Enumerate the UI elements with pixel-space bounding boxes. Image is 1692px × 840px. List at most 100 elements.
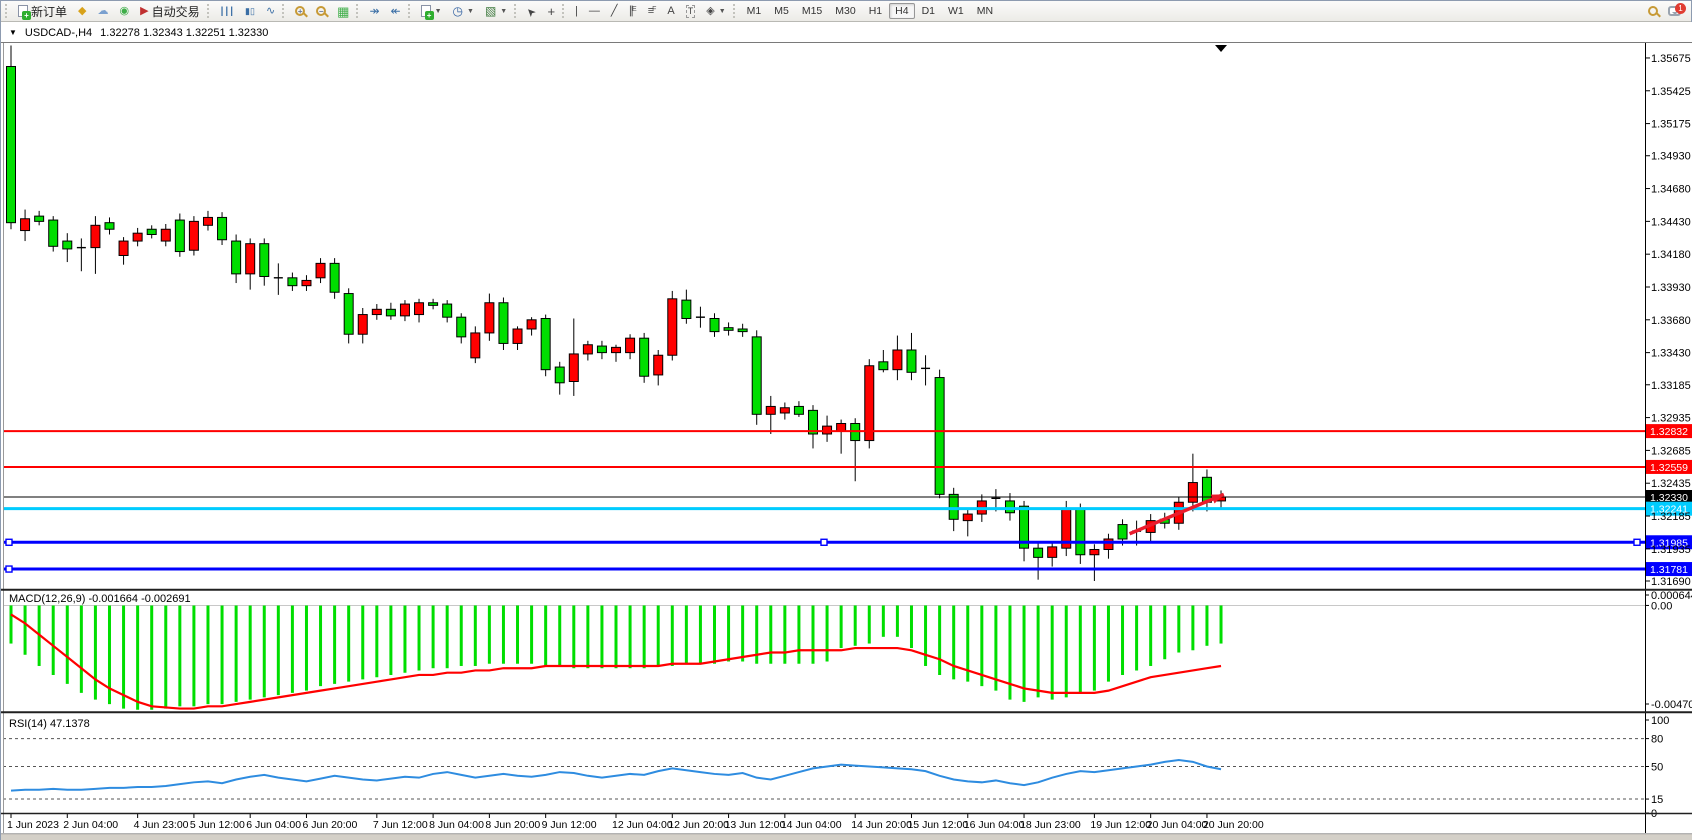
candle-body [329,262,340,293]
time-tick-label: 19 Jun 12:00 [1090,819,1151,831]
candle-body [498,302,509,344]
candlestick-chart-button[interactable]: ▮▯ [240,2,260,20]
timeframe-d1-button[interactable]: D1 [921,5,936,17]
price-tick-label: 1.35425 [1651,86,1691,98]
red-play-icon: ▶ [140,4,149,17]
horizontal-line-button[interactable]: — [584,2,605,20]
time-tick-label: 8 Jun 20:00 [485,819,540,831]
time-tick-label: 14 Jun 20:00 [851,819,912,831]
shift-marker-layer [1215,45,1228,52]
auto-scroll-button[interactable]: ↠ [364,2,384,20]
chart-shift-marker[interactable] [1215,45,1228,52]
line-handle[interactable] [5,538,13,546]
zoom-out-button[interactable]: − [311,2,331,20]
tile-windows-button[interactable]: ▦ [332,2,354,20]
fibo-icon: ≡ F [647,4,657,17]
candle-body [962,513,973,522]
navigator-button[interactable]: ◉ [114,2,134,20]
price-tick-label: 1.33930 [1651,282,1691,294]
candle-body [343,293,354,335]
time-tick-label: 9 Jun 12:00 [542,819,597,831]
autoscroll-icon: ↠ [369,3,380,18]
candle-body [934,377,945,495]
channel-icon: ∥ E [628,4,637,17]
text-label-button[interactable]: T [681,2,701,20]
chart-collapse-icon[interactable]: ▼ [9,28,17,37]
arrows-dropdown[interactable]: ◈ ▼ [701,2,730,20]
macd-axis-label: 0.000644 [1651,590,1692,602]
bar-chart-button[interactable]: ┃┃┃ [215,2,239,20]
candle-body [765,405,776,415]
price-tick-label: 1.32935 [1651,413,1691,425]
periods-dropdown[interactable]: ◷ ▼ [448,2,479,20]
timeframe-m1-button[interactable]: M1 [746,5,762,17]
candle-body [118,240,129,256]
timeframe-m15-button[interactable]: M15 [801,5,823,17]
zoom-in-button[interactable]: + [290,2,310,20]
candle-body [639,337,650,377]
chevron-down-icon: ▼ [467,7,474,15]
trendline-button[interactable]: ╱ [606,2,623,20]
chevron-down-icon: ▼ [718,7,726,15]
templates-dropdown[interactable]: ▧ ▼ [480,2,512,20]
candle-body [625,337,636,354]
macd-axis-label: -0.004708 [1651,699,1692,711]
new-order-button[interactable]: + 新订单 [13,2,72,20]
timeframe-mn-button[interactable]: MN [976,5,994,17]
candle-body [709,317,720,333]
notifications-icon[interactable]: 1 [1668,3,1686,16]
timeframe-m30-button[interactable]: M30 [835,5,856,17]
time-axis[interactable]: 1 Jun 2023 2 Jun 04:00 4 Jun 23:00 5 Jun 12… [7,814,1264,831]
toolbar-group-zoom: + − ▦ [290,2,354,20]
crosshair-icon: + [547,3,556,19]
time-tick-label: 15 Jun 12:00 [907,819,968,831]
bottom-strip [1,834,1692,840]
line-handle[interactable] [1633,538,1641,546]
new-order-button-label: 新订单 [31,4,68,19]
support-line-blue-2-badge-label: 1.31781 [1650,564,1688,576]
chart-shift-button[interactable]: ↞ [386,2,406,20]
crosshair-button[interactable]: + [542,2,560,20]
candle-body [456,316,467,338]
text-button[interactable]: A [662,2,679,20]
timeframe-h4-button[interactable]: H4 [889,3,915,19]
time-tick-label: 12 Jun 20:00 [668,819,729,831]
candle-body [540,317,551,371]
autotrading-button[interactable]: ▶ 自动交易 [135,2,204,20]
vertical-line-button[interactable]: | [570,2,583,20]
candle-body [20,218,31,232]
candle-body [1019,505,1030,549]
autotrading-button-label: 自动交易 [151,4,200,19]
green-radar-icon: ◉ [119,4,130,17]
line-handle[interactable] [820,538,828,546]
line-handle[interactable] [5,565,13,573]
arrows-icon: ◈ [706,4,715,17]
chart-window-button[interactable]: ◆ [73,2,91,20]
timeframe-m5-button[interactable]: M5 [774,5,789,17]
candle-body [568,353,579,382]
rsi-axis-label: 15 [1651,794,1663,806]
cursor-icon: ➤ [523,3,539,19]
timeframe-h1-button[interactable]: H1 [868,5,883,17]
market-watch-button[interactable]: ☁ [92,2,113,20]
candle-body [301,279,312,287]
trend-arrow[interactable] [1128,492,1225,536]
rsi-axis-label: 50 [1651,762,1663,774]
line-chart-button[interactable]: ∿ [261,2,280,20]
search-icon[interactable] [1648,6,1658,16]
time-tick-label: 13 Jun 12:00 [725,819,786,831]
equidistant-channel-button[interactable]: ∥ E [624,2,642,20]
new-chart-dropdown[interactable]: + ▼ [416,2,447,20]
time-tick-label: 1 Jun 2023 [7,819,59,831]
candle-body [653,354,664,376]
price-axis[interactable]: 1.35675 1.35425 1.35175 1.34930 1.34680 1.344… [1645,53,1691,588]
toolbar-group-trade: + 新订单 ◆ ☁ ◉ ▶ 自动交易 [13,2,205,20]
timeframe-w1-button[interactable]: W1 [948,5,964,17]
candle-body [245,243,256,275]
cursor-button[interactable]: ➤ [522,2,541,20]
fibonacci-button[interactable]: ≡ F [643,2,662,20]
chart-plus-icon: + [420,5,434,20]
support-line-blue-1-badge [1646,535,1692,550]
